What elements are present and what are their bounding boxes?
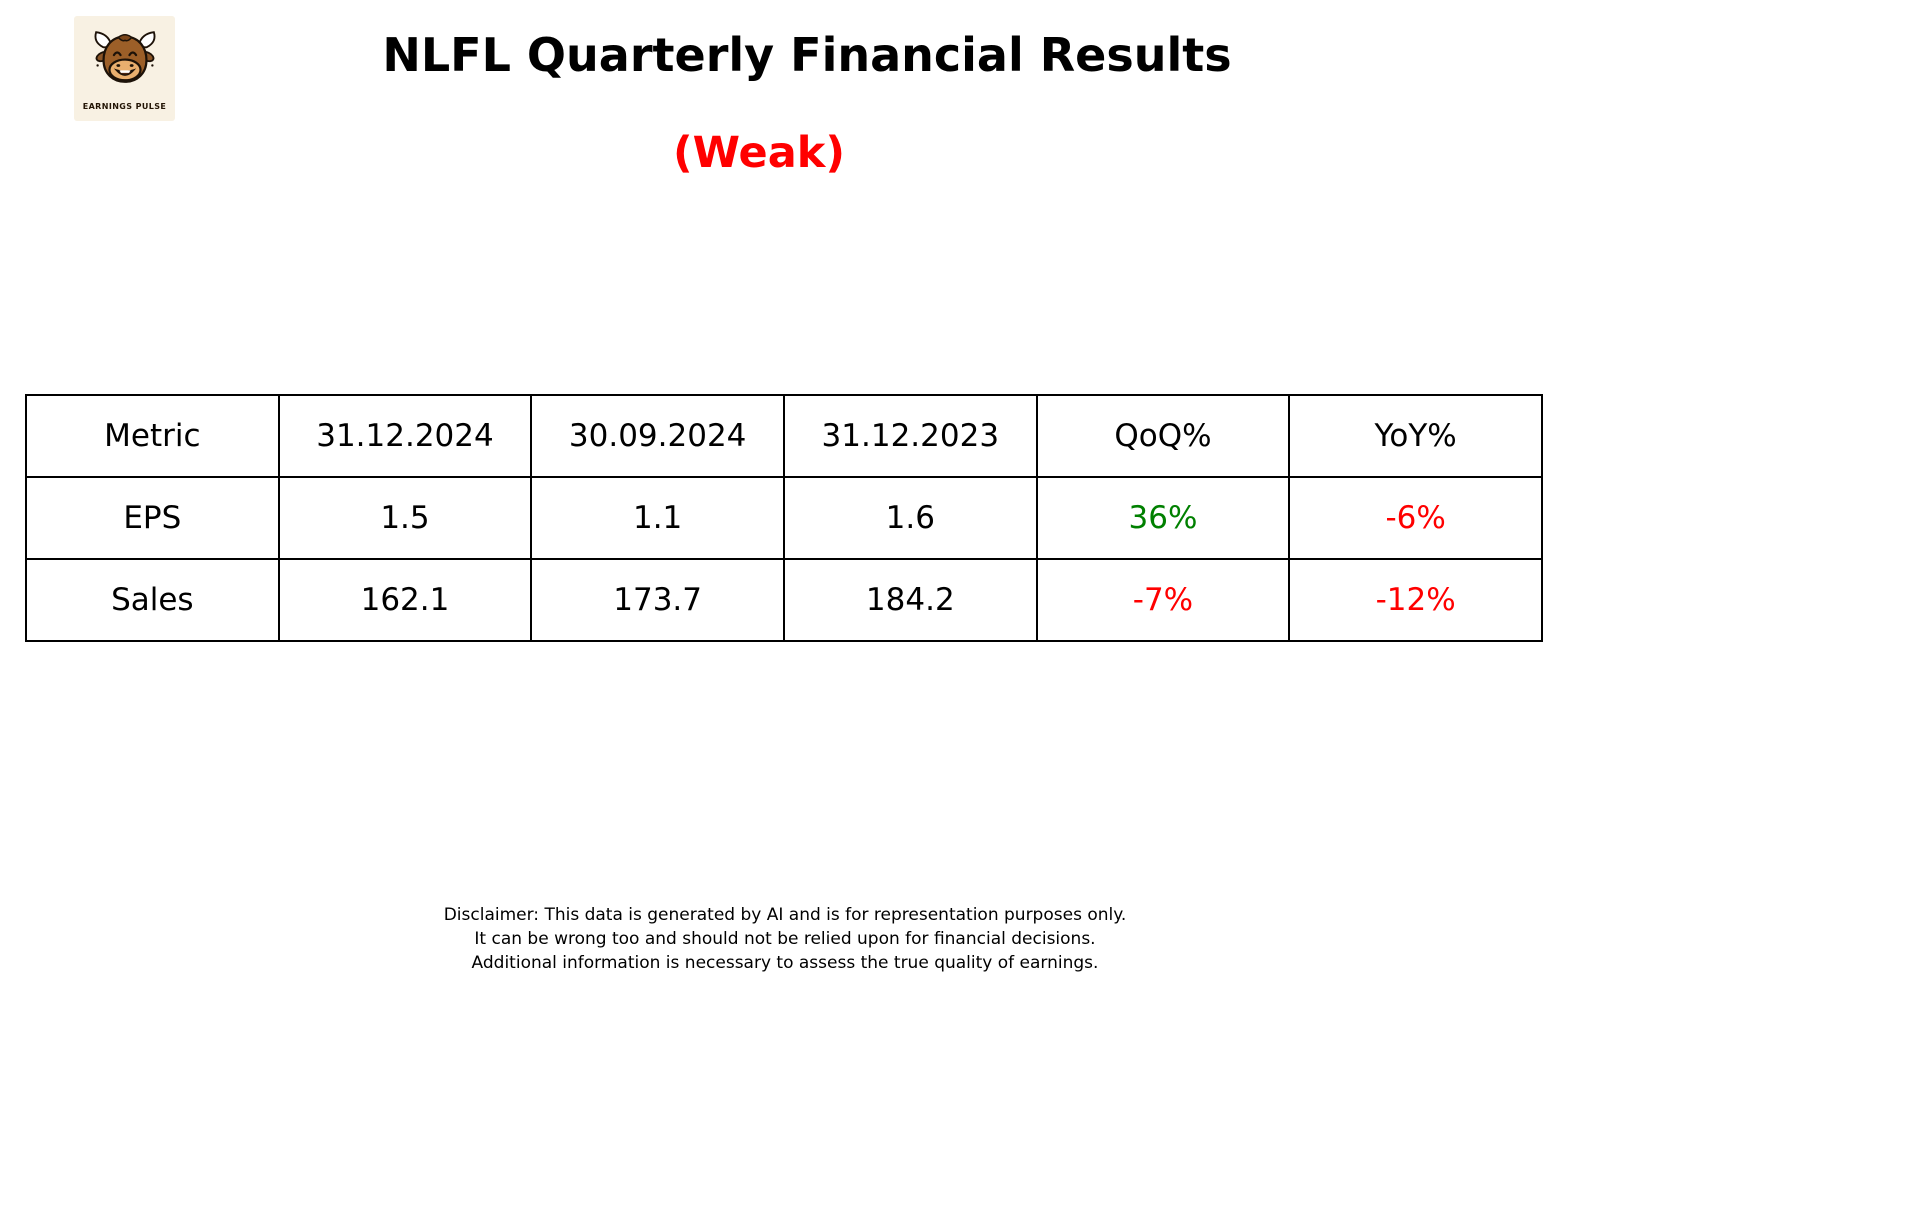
col-header-q-previous: 30.09.2024	[530, 394, 785, 478]
cell-eps-q-yearago: 1.6	[782, 476, 1038, 560]
logo-brand-text: EARNINGS PULSE	[82, 101, 167, 111]
bull-icon	[94, 30, 155, 83]
disclaimer-line-1: Disclaimer: This data is generated by AI…	[443, 905, 1127, 925]
cell-sales-qoq: -7%	[1035, 558, 1291, 642]
col-header-q-current: 31.12.2024	[277, 394, 533, 478]
cell-sales-q-current: 162.1	[277, 558, 533, 642]
cell-sales-metric: Sales	[25, 558, 280, 642]
page-title: NLFL Quarterly Financial Results	[382, 28, 1232, 82]
cell-eps-metric: EPS	[25, 476, 280, 560]
table-row-sales: Sales 162.1 173.7 184.2 -7% -12%	[25, 558, 1543, 642]
cell-sales-q-previous: 173.7	[530, 558, 785, 642]
cell-eps-q-previous: 1.1	[530, 476, 785, 560]
col-header-metric: Metric	[25, 394, 280, 478]
cell-eps-qoq: 36%	[1035, 476, 1291, 560]
cell-sales-yoy: -12%	[1288, 558, 1543, 642]
verdict-subtitle: (Weak)	[673, 128, 845, 178]
cell-eps-q-current: 1.5	[277, 476, 533, 560]
cell-sales-q-yearago: 184.2	[782, 558, 1038, 642]
cell-eps-yoy: -6%	[1288, 476, 1543, 560]
col-header-qoq: QoQ%	[1035, 394, 1291, 478]
results-table: Metric 31.12.2024 30.09.2024 31.12.2023 …	[25, 394, 1543, 642]
col-header-yoy: YoY%	[1288, 394, 1543, 478]
disclaimer-line-3: Additional information is necessary to a…	[471, 953, 1099, 973]
table-header-row: Metric 31.12.2024 30.09.2024 31.12.2023 …	[25, 394, 1543, 478]
logo: EARNINGS PULSE	[74, 16, 175, 121]
disclaimer: Disclaimer: This data is generated by AI…	[0, 903, 1570, 975]
disclaimer-line-2: It can be wrong too and should not be re…	[474, 929, 1096, 949]
table-row-eps: EPS 1.5 1.1 1.6 36% -6%	[25, 476, 1543, 560]
col-header-q-yearago: 31.12.2023	[782, 394, 1038, 478]
